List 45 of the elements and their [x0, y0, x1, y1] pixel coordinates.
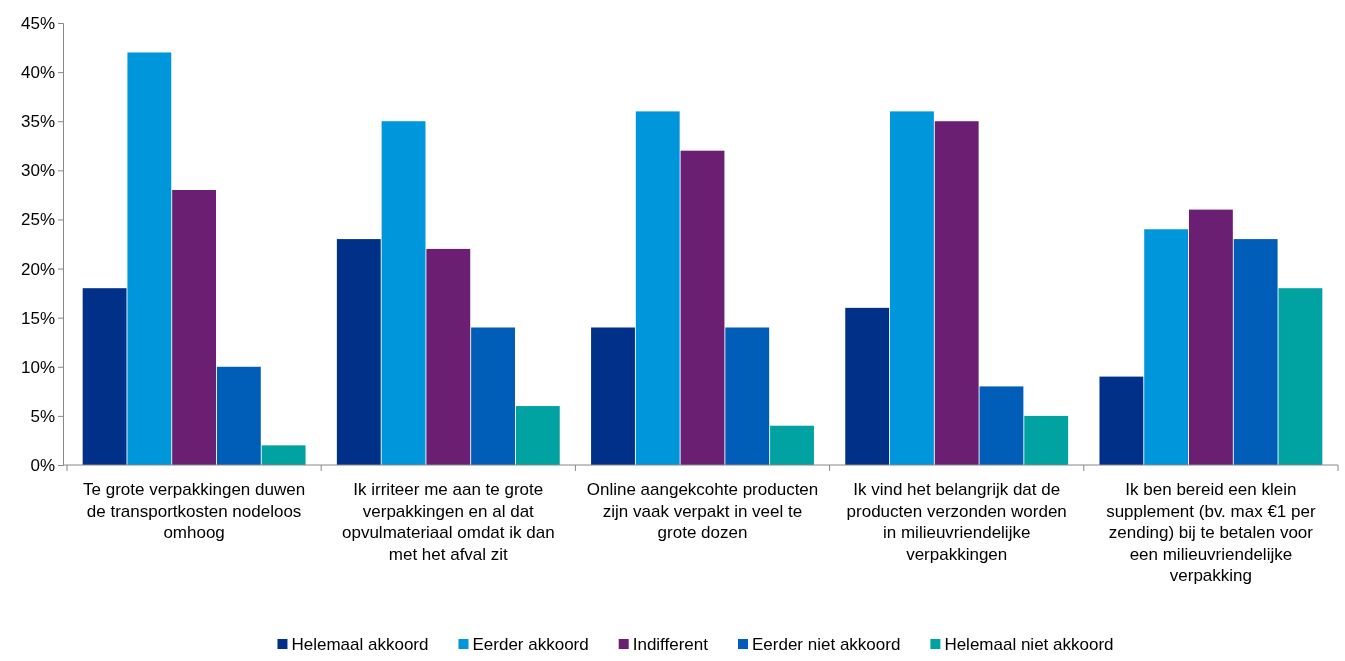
y-tick-label: 35%: [20, 112, 55, 132]
y-tick-label: 10%: [20, 357, 55, 377]
bar: [1099, 376, 1144, 465]
y-tick-label: 15%: [20, 308, 55, 328]
bar: [172, 189, 217, 465]
bar: [979, 386, 1024, 465]
y-tick-label: 5%: [30, 406, 55, 426]
bar: [725, 327, 770, 465]
bar: [471, 327, 515, 465]
bar: [934, 121, 979, 465]
bar: [1233, 239, 1278, 465]
bar: [591, 327, 635, 465]
bar: [1278, 288, 1323, 465]
legend-label: Helemaal akkoord: [291, 635, 429, 654]
bar: [261, 445, 306, 465]
x-tick-label: Te grote verpakkingen duwen de transportkosten nodeloos omhoog: [83, 480, 306, 542]
bar: [890, 111, 934, 465]
x-tick-label: Ik vind het belangrijk dat de producten verzonden worden in milieuvriendelijke verpakkingen: [846, 480, 1067, 564]
legend-label: Indifferent: [632, 635, 709, 654]
y-tick-label: 25%: [20, 210, 55, 230]
bar: [336, 239, 381, 465]
bar: [845, 307, 890, 465]
x-tick-label: Online aangekcohte producten zijn vaak verpakt in veel te grote dozen: [586, 480, 819, 542]
legend-label: Helemaal niet akkoord: [944, 635, 1114, 654]
bar: [381, 121, 426, 465]
legend-label: Eerder akkoord: [472, 635, 589, 654]
legend-label: Eerder niet akkoord: [752, 635, 901, 654]
bar: [515, 406, 560, 465]
bar: [1024, 415, 1069, 465]
bar: [770, 425, 814, 465]
bar: [1188, 209, 1233, 465]
x-tick-label: Ik ben bereid een klein supplement (bv. max €1 per zending) bij te betalen voor een milieuvriendelijke verpakking: [1106, 480, 1316, 585]
x-tick-label: Ik irriteer me aan te grote verpakkingen en al dat opvulmateriaal omdat ik dan met het afval zit: [341, 480, 555, 564]
bar: [426, 248, 471, 465]
y-tick-label: 0%: [30, 455, 55, 475]
y-tick-label: 20%: [20, 259, 55, 279]
y-tick-label: 40%: [20, 63, 55, 83]
y-tick-label: 45%: [20, 13, 55, 33]
bar: [216, 366, 261, 465]
bar: [82, 288, 127, 465]
bar: [635, 111, 680, 465]
bar: [680, 150, 725, 465]
bar: [127, 52, 172, 465]
y-tick-label: 30%: [20, 161, 55, 181]
bar: [1144, 229, 1189, 465]
